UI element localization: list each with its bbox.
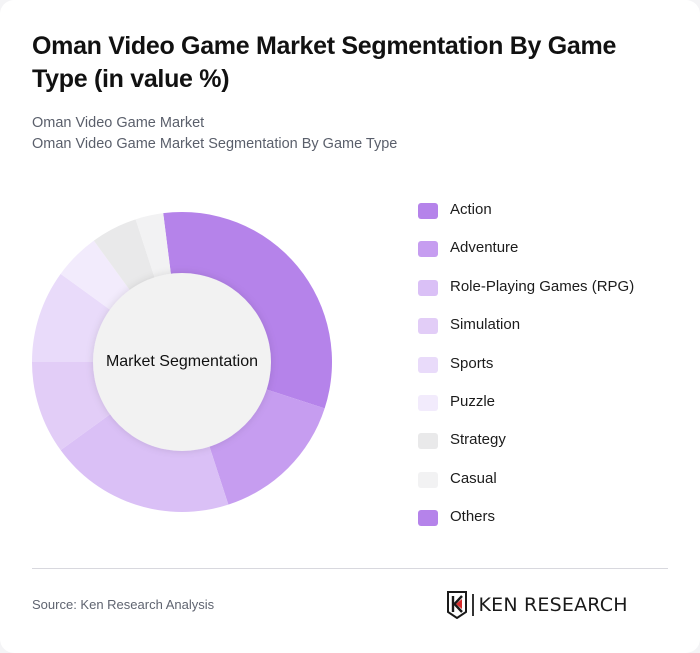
legend-item-strategy[interactable]: Strategy — [418, 429, 678, 467]
legend-item-sports[interactable]: Sports — [418, 353, 678, 391]
legend-label: Casual — [450, 469, 497, 487]
legend-swatch — [418, 241, 438, 258]
chart-legend: Action Adventure Role-Playing Games (RPG… — [418, 199, 678, 545]
legend-swatch — [418, 356, 438, 373]
legend-item-puzzle[interactable]: Puzzle — [418, 391, 678, 429]
donut-center-label: Market Segmentation — [105, 353, 259, 370]
legend-item-rpg[interactable]: Role-Playing Games (RPG) — [418, 276, 678, 314]
legend-swatch — [418, 279, 438, 296]
legend-swatch — [418, 471, 438, 488]
legend-swatch — [418, 203, 438, 219]
legend-item-casual[interactable]: Casual — [418, 468, 678, 506]
chart-subtitle-market: Oman Video Game Market — [32, 115, 205, 131]
legend-label: Sports — [450, 354, 494, 372]
chart-title: Oman Video Game Market Segmentation By G… — [32, 32, 617, 93]
legend-label: Others — [450, 508, 496, 526]
legend-swatch — [418, 433, 438, 450]
logo-separator — [472, 594, 474, 616]
legend-item-others[interactable]: Others — [418, 506, 678, 544]
legend-item-action[interactable]: Action — [418, 199, 678, 237]
legend-label: Simulation — [450, 316, 521, 334]
legend-swatch — [418, 394, 438, 411]
legend-item-adventure[interactable]: Adventure — [418, 237, 678, 275]
legend-swatch — [418, 318, 438, 335]
ken-research-logo: KEN RESEARCH — [446, 591, 628, 619]
legend-swatch — [418, 510, 438, 527]
ken-research-shield-icon — [447, 591, 467, 619]
legend-label: Action — [450, 201, 492, 218]
donut-chart — [32, 212, 332, 513]
legend-label: Strategy — [450, 431, 506, 449]
donut-center — [93, 273, 271, 451]
chart-subtitle-segmentation: Oman Video Game Market Segmentation By G… — [32, 136, 398, 152]
legend-label: Role-Playing Games (RPG) — [450, 277, 635, 295]
legend-label: Puzzle — [450, 392, 496, 410]
legend-item-simulation[interactable]: Simulation — [418, 314, 678, 352]
footer-divider — [32, 568, 668, 569]
logo-text: KEN RESEARCH — [478, 594, 628, 616]
legend-label: Adventure — [450, 239, 519, 257]
source-note: Source: Ken Research Analysis — [32, 597, 215, 612]
